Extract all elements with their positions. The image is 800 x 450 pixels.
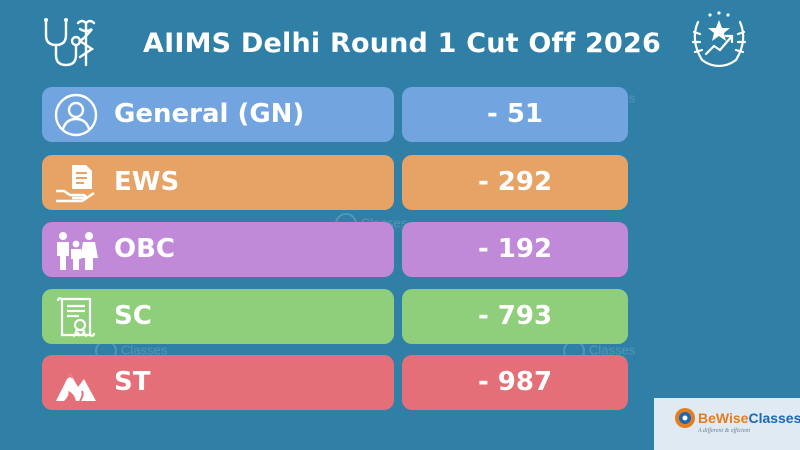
hand-document-icon <box>56 165 95 203</box>
cutoff-cell: - 793 <box>402 289 628 344</box>
cutoff-value: - 292 <box>477 167 553 197</box>
certificate-scroll-icon <box>56 297 96 338</box>
cutoff-row-general: General (GN) - 51 <box>42 87 628 142</box>
category-label: SC <box>114 301 152 331</box>
family-icon <box>57 232 98 270</box>
brand-tagline: A different & efficient <box>698 428 751 434</box>
cutoff-value: - 987 <box>477 367 553 397</box>
cutoff-cell: - 192 <box>402 222 628 277</box>
cutoff-cell: - 292 <box>402 155 628 210</box>
brand-logo-box: BeWiseClasses A different & efficient <box>654 398 800 450</box>
category-label: OBC <box>114 234 176 264</box>
page-title: AIIMS Delhi Round 1 Cut Off 2026 <box>143 28 661 59</box>
cutoff-value: - 51 <box>486 99 544 129</box>
laurel-star-growth-icon <box>691 11 747 68</box>
category-label: EWS <box>114 167 180 197</box>
cutoff-row-ews: EWS - 292 <box>42 155 628 210</box>
cutoff-row-st: ST - 987 <box>42 355 628 410</box>
cutoff-row-obc: OBC - 192 <box>42 222 628 277</box>
category-cell: General (GN) <box>42 87 394 142</box>
user-icon <box>54 93 98 137</box>
category-label: General (GN) <box>114 99 305 129</box>
category-cell: ST <box>42 355 394 410</box>
stethoscope-caduceus-icon <box>44 18 96 67</box>
category-cell: EWS <box>42 155 394 210</box>
cutoff-value: - 192 <box>477 234 553 264</box>
category-cell: SC <box>42 289 394 344</box>
cutoff-value: - 793 <box>477 301 553 331</box>
cutoff-cell: - 987 <box>402 355 628 410</box>
category-label: ST <box>114 367 151 397</box>
cutoff-row-sc: SC - 793 <box>42 289 628 344</box>
cutoff-cell: - 51 <box>402 87 628 142</box>
category-cell: OBC <box>42 222 394 277</box>
brand-name: BeWiseClasses <box>698 410 800 426</box>
brand-logo-icon <box>675 408 695 428</box>
mountain-icon <box>56 373 96 402</box>
